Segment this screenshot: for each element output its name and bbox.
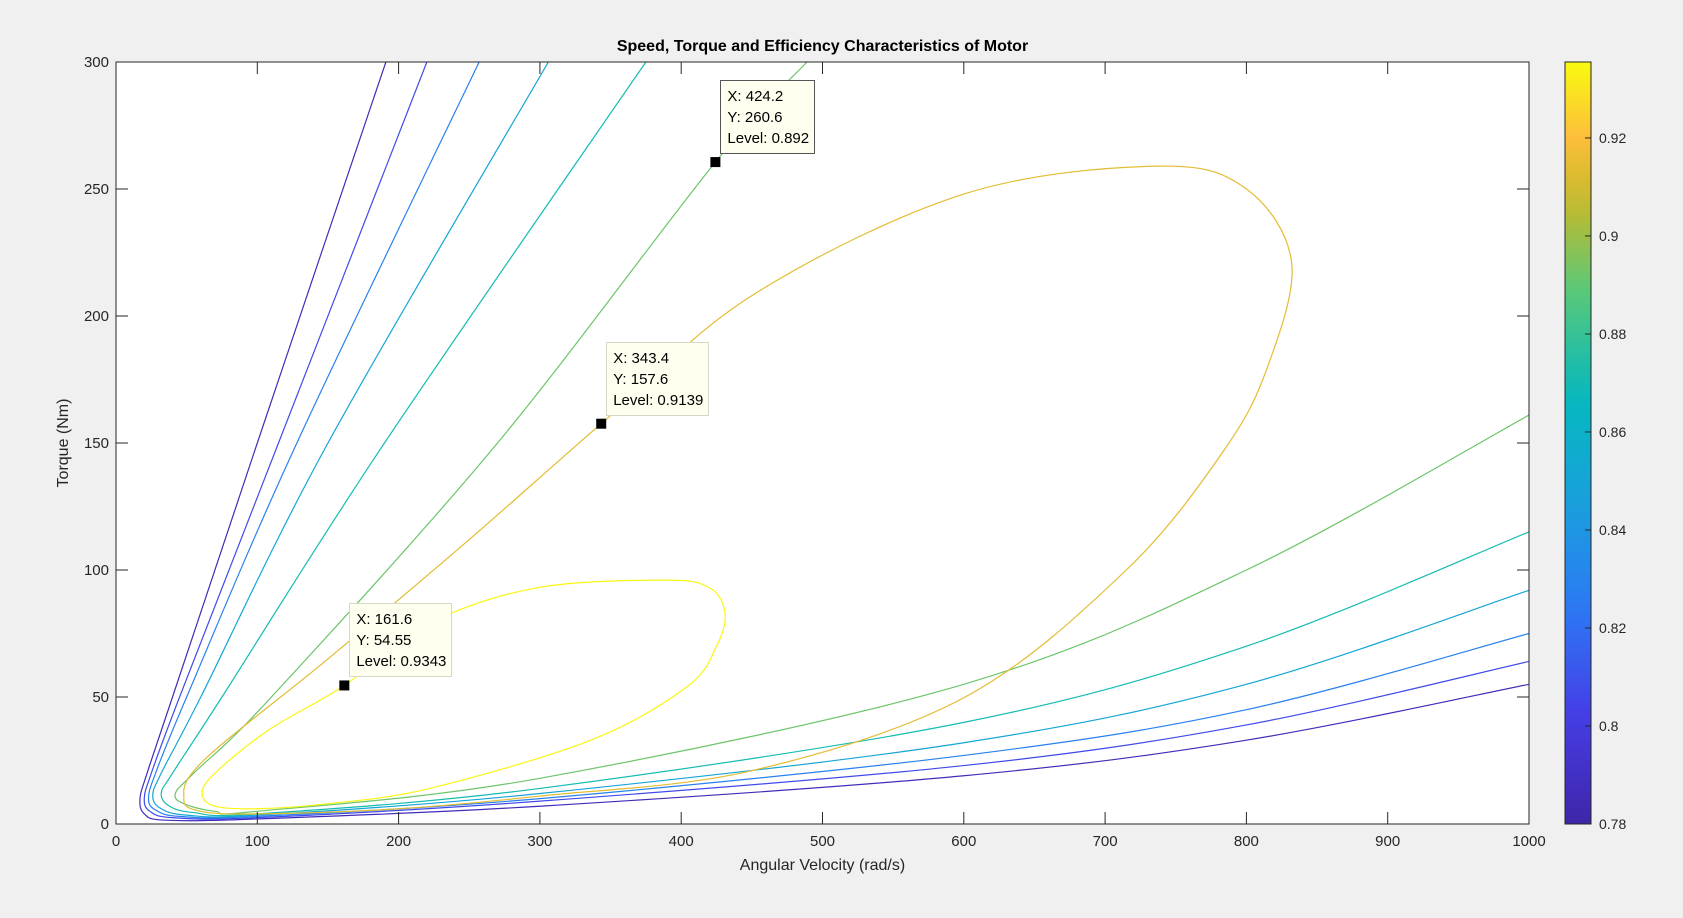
datatip-box[interactable]: X: 343.4 Y: 157.6 Level: 0.9139 [606, 341, 710, 416]
x-axis-label: Angular Velocity (rad/s) [739, 857, 906, 874]
colorbar-tick-label: 0.84 [1599, 522, 1626, 538]
x-tick-label: 700 [1093, 833, 1118, 850]
contour-line-0.8285 [147, 62, 1529, 819]
y-tick-label: 50 [92, 689, 109, 706]
colorbar-tick-label: 0.88 [1599, 326, 1626, 342]
datatip-line: X: 424.2 [727, 88, 784, 106]
colorbar-tick-label: 0.86 [1599, 424, 1626, 440]
x-tick-label: 100 [245, 833, 270, 850]
datatip-line: Y: 260.6 [727, 109, 783, 127]
colorbar-tick-label: 0.8 [1599, 718, 1619, 734]
datatip-line: Level: 0.9139 [613, 391, 704, 409]
datatip-line: Level: 0.9343 [356, 653, 447, 671]
datatip-line: X: 343.4 [613, 349, 670, 367]
x-tick-label: 400 [669, 833, 694, 850]
y-tick-label: 300 [84, 54, 109, 71]
contour-line-0.7855 [139, 62, 1529, 822]
contour-line-0.9343 [201, 579, 726, 810]
x-tick-label: 0 [112, 833, 120, 850]
y-tick-label: 100 [84, 562, 109, 579]
datatip-marker [596, 418, 607, 429]
datatip-line: Y: 54.55 [356, 632, 412, 650]
colorbar-tick-label: 0.9 [1599, 228, 1619, 244]
x-tick-label: 500 [810, 833, 835, 850]
datatip-marker [710, 157, 721, 168]
contour-line-0.9139 [183, 165, 1293, 815]
x-tick-label: 200 [386, 833, 411, 850]
y-tick-label: 200 [84, 308, 109, 325]
datatip-box[interactable]: X: 424.2 Y: 260.6 Level: 0.892 [720, 80, 816, 155]
y-tick-label: 250 [84, 181, 109, 198]
colorbar-tick-label: 0.82 [1599, 620, 1626, 636]
contour-line-0.871 [160, 62, 1529, 817]
datatip-box[interactable]: X: 161.6 Y: 54.55 Level: 0.9343 [349, 603, 453, 678]
colorbar-tick-label: 0.78 [1599, 816, 1626, 832]
datatip-line: Level: 0.892 [727, 130, 810, 148]
x-tick-label: 600 [951, 833, 976, 850]
x-tick-label: 1000 [1512, 833, 1545, 850]
datatip-line: X: 161.6 [356, 611, 413, 629]
datatip-marker [339, 680, 350, 691]
x-tick-label: 900 [1375, 833, 1400, 850]
y-tick-label: 0 [101, 816, 109, 833]
contour-line-0.807 [143, 62, 1529, 820]
chart-title: Speed, Torque and Efficiency Characteris… [616, 38, 1029, 55]
x-tick-label: 300 [527, 833, 552, 850]
colorbar [1564, 61, 1592, 825]
contour-line-0.85 [152, 62, 1529, 818]
y-tick-label: 150 [84, 435, 109, 452]
colorbar-tick-label: 0.92 [1599, 130, 1626, 146]
datatip-line: Y: 157.6 [613, 370, 669, 388]
plot-area [116, 62, 1529, 824]
contour-line-0.892 [174, 62, 1529, 815]
x-tick-label: 800 [1234, 833, 1259, 850]
